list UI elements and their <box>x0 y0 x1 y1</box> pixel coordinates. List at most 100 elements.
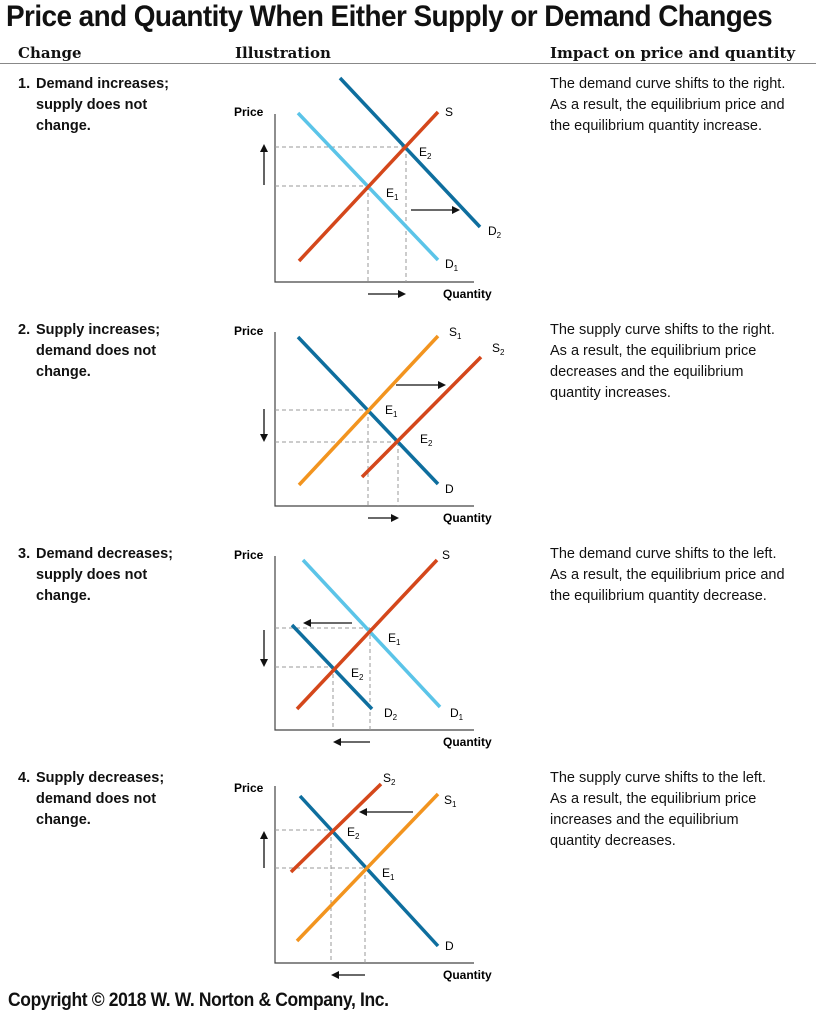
price-axis-label: Price <box>234 548 264 562</box>
label-e1: E1 <box>386 186 399 202</box>
impact-text-3: The demand curve shifts to the left. As … <box>550 544 820 607</box>
change-line: demand does not <box>36 791 157 807</box>
copyright-notice: Copyright © 2018 W. W. Norton & Company,… <box>8 990 389 1011</box>
quantity-axis-label: Quantity <box>443 968 492 982</box>
price-axis-label: Price <box>234 781 264 795</box>
supply-demand-diagram-3: Price Quantity S E1 E2 D2 D1 <box>234 548 492 749</box>
illustration-panel-2: Price Quantity S1 S2 E1 E2 D <box>226 294 526 529</box>
arrow-head <box>398 290 406 298</box>
impact-text-1: The demand curve shifts to the right. As… <box>550 74 820 137</box>
change-line: supply does not <box>36 97 148 113</box>
change-line: change. <box>36 118 91 134</box>
impact-line: The supply curve shifts to the right. <box>550 322 775 338</box>
arrow-head <box>260 831 268 839</box>
supply-curve-s2 <box>289 782 383 874</box>
impact-line: As a result, the equilibrium price <box>550 343 757 359</box>
change-text-2: 2. Supply increases; demand does not chan… <box>18 320 218 383</box>
change-text-1: 1. Demand increases; supply does not chan… <box>18 74 218 137</box>
change-line: Supply decreases; <box>36 770 165 786</box>
label-s: S <box>442 548 450 562</box>
arrow-head <box>331 971 339 979</box>
change-line: demand does not <box>36 343 157 359</box>
impact-line: The supply curve shifts to the left. <box>550 770 766 786</box>
supply-curve-s1 <box>295 792 440 943</box>
header-divider <box>0 63 816 64</box>
impact-line: quantity increases. <box>550 385 671 401</box>
illustration-panel-1: Price Quantity S E2 E1 D2 D1 <box>226 70 526 305</box>
supply-curve-s2 <box>360 355 483 479</box>
arrow-head <box>333 738 341 746</box>
impact-line: quantity decreases. <box>550 833 676 849</box>
quantity-axis-label: Quantity <box>443 287 492 301</box>
arrow-head <box>452 206 460 214</box>
impact-line: As a result, the equilibrium price and <box>550 97 785 113</box>
label-d1: D1 <box>445 257 459 273</box>
change-line: Demand decreases; <box>36 546 174 562</box>
axes <box>274 786 474 964</box>
column-header-impact: Impact on price and quantity <box>550 44 796 62</box>
change-line: change. <box>36 812 91 828</box>
arrow-head <box>260 659 268 667</box>
impact-line: decreases and the equilibrium <box>550 364 744 380</box>
column-header-illustration: Illustration <box>235 44 331 62</box>
label-d: D <box>445 482 454 496</box>
label-s1: S1 <box>449 325 462 341</box>
impact-line: The demand curve shifts to the right. <box>550 76 786 92</box>
supply-demand-diagram-2: Price Quantity S1 S2 E1 E2 D <box>234 324 505 525</box>
impact-line: As a result, the equilibrium price <box>550 791 757 807</box>
label-s1: S1 <box>444 793 457 809</box>
price-axis-label: Price <box>234 324 264 338</box>
column-header-change: Change <box>18 44 82 62</box>
arrow-head <box>260 144 268 152</box>
arrow-head <box>391 514 399 522</box>
label-d2: D2 <box>384 706 398 722</box>
impact-text-4: The supply curve shifts to the left. As … <box>550 768 820 852</box>
supply-curve-s1 <box>297 334 440 487</box>
label-e2: E2 <box>419 145 432 161</box>
label-e2: E2 <box>351 666 364 682</box>
label-e1: E1 <box>385 403 398 419</box>
change-text-3: 3. Demand decreases; supply does not chan… <box>18 544 218 607</box>
quantity-axis-label: Quantity <box>443 511 492 525</box>
demand-curve-d <box>298 794 440 948</box>
demand-curve-d2 <box>338 76 482 229</box>
supply-demand-diagram-4: Price Quantity S2 S1 E2 E1 D <box>234 771 492 982</box>
label-e2: E2 <box>420 432 433 448</box>
label-s: S <box>445 105 453 119</box>
label-d1: D1 <box>450 706 464 722</box>
row-number: 2. <box>18 322 31 338</box>
quantity-axis-label: Quantity <box>443 735 492 749</box>
change-line: change. <box>36 588 91 604</box>
axes <box>274 114 474 283</box>
impact-text-2: The supply curve shifts to the right. As… <box>550 320 820 404</box>
change-line: change. <box>36 364 91 380</box>
supply-curve-s <box>295 558 439 711</box>
impact-line: The demand curve shifts to the left. <box>550 546 777 562</box>
label-s2: S2 <box>383 771 396 787</box>
page-title: Price and Quantity When Either Supply or… <box>6 0 773 33</box>
supply-demand-diagram-1: Price Quantity S E2 E1 D2 D1 <box>234 76 502 301</box>
axes <box>274 332 474 507</box>
label-e1: E1 <box>388 631 401 647</box>
axes <box>274 556 474 731</box>
change-line: supply does not <box>36 567 148 583</box>
row-number: 1. <box>18 76 31 92</box>
impact-line: increases and the equilibrium <box>550 812 739 828</box>
label-s2: S2 <box>492 341 505 357</box>
label-d: D <box>445 939 454 953</box>
row-number: 3. <box>18 546 31 562</box>
label-d2: D2 <box>488 224 502 240</box>
change-text-4: 4. Supply decreases; demand does not chan… <box>18 768 218 831</box>
demand-curve-d2 <box>290 623 374 711</box>
row-number: 4. <box>18 770 31 786</box>
illustration-panel-4: Price Quantity S2 S1 E2 E1 D <box>226 752 526 987</box>
arrow-head <box>359 808 367 816</box>
arrow-head <box>260 434 268 442</box>
impact-line: the equilibrium quantity decrease. <box>550 588 767 604</box>
price-axis-label: Price <box>234 105 264 119</box>
impact-line: the equilibrium quantity increase. <box>550 118 762 134</box>
change-line: Demand increases; <box>36 76 169 92</box>
arrow-head <box>303 619 311 627</box>
label-e2: E2 <box>347 825 360 841</box>
supply-curve-s <box>297 110 440 263</box>
